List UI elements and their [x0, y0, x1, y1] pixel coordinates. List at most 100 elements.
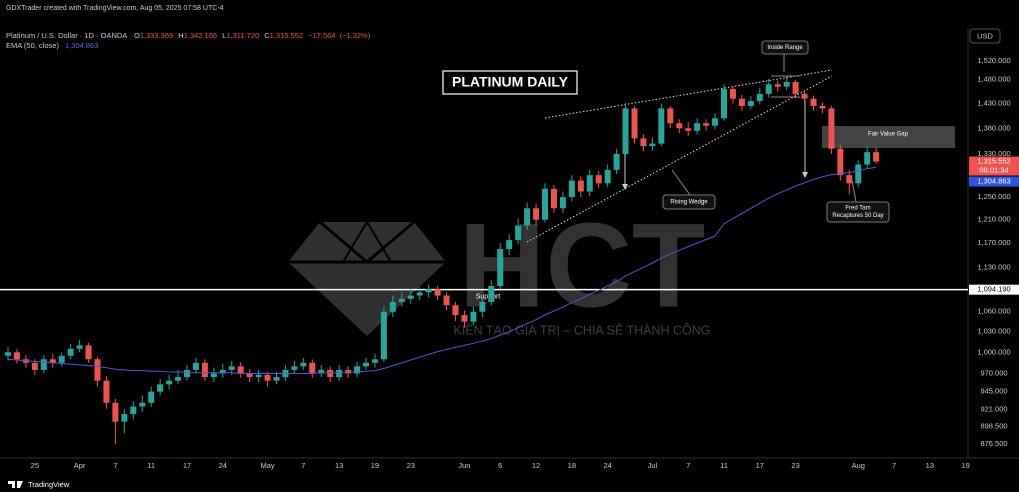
- candle-body: [94, 359, 101, 381]
- candle-body: [112, 402, 119, 422]
- candle-body: [363, 362, 369, 367]
- ema-price: 1,304.863: [977, 177, 1010, 186]
- candle-body: [595, 175, 602, 184]
- candle-body: [864, 152, 871, 165]
- candle-body: [542, 188, 548, 220]
- x-tick-label: 13: [335, 461, 343, 470]
- x-tick-label: 13: [926, 461, 934, 470]
- ohlc-value: 1,315.552: [270, 31, 303, 40]
- candle-body: [148, 391, 155, 403]
- title-box: [442, 70, 578, 95]
- ema-line: [7, 166, 877, 374]
- currency-box[interactable]: [969, 28, 1001, 44]
- x-tick-label: 7: [686, 461, 690, 470]
- candle-body: [273, 377, 280, 381]
- change: −17.564: [308, 31, 335, 40]
- candle-body: [810, 98, 817, 106]
- annotation: Fred Tam: [845, 206, 870, 212]
- candle-body: [175, 377, 182, 381]
- candle-body: [157, 384, 164, 392]
- candle-body: [765, 84, 772, 94]
- candle-body: [550, 188, 557, 209]
- x-tick-label: 6: [498, 461, 502, 470]
- candle-body: [658, 108, 665, 144]
- candle-body: [371, 359, 378, 363]
- credit: GDXTrader created with TradingView.com, …: [6, 5, 224, 12]
- candle-body: [192, 362, 199, 370]
- candle-body: [67, 348, 74, 356]
- candle-body: [103, 380, 110, 403]
- candle-body: [309, 362, 316, 374]
- candle-body: [640, 138, 647, 147]
- candle-body: [434, 289, 441, 296]
- candle-body: [604, 169, 611, 184]
- candle-body: [631, 108, 638, 139]
- candle-body: [577, 180, 584, 192]
- candle-body: [380, 311, 387, 360]
- connector: [851, 179, 857, 203]
- candle-body: [685, 128, 692, 131]
- brand[interactable]: TradingView: [28, 480, 70, 489]
- support-label: 1,094.190: [977, 285, 1010, 294]
- x-tick-label: May: [260, 461, 274, 470]
- arrow-head: [802, 172, 808, 178]
- y-tick-label: 876.500: [980, 439, 1007, 448]
- candle-body: [461, 315, 468, 322]
- candle-body: [237, 366, 244, 374]
- fair-value-gap-zone: [822, 126, 955, 148]
- x-tick-label: 24: [603, 461, 611, 470]
- x-tick-label: 7: [301, 461, 305, 470]
- x-tick-label: 17: [756, 461, 764, 470]
- annotation: Inside Range: [767, 45, 803, 51]
- candle-body: [425, 289, 432, 293]
- candle-body: [801, 93, 808, 99]
- candle-body: [255, 374, 262, 378]
- y-tick-label: 970.000: [980, 368, 1007, 377]
- annotation-box: [662, 194, 716, 210]
- watermark-slogan: KIẾN TẠO GIÁ TRỊ – CHIA SẺ THÀNH CÔNG: [453, 322, 710, 337]
- ohlc-value: 1,333.369: [140, 31, 173, 40]
- y-tick-label: 1,030.000: [977, 327, 1010, 336]
- y-tick-label: 1,170.000: [977, 238, 1010, 247]
- plot: 1,520.000 1,480.000 1,430.000 1,380.000 1,33…: [0, 56, 1019, 470]
- candle-body: [201, 362, 208, 378]
- candle-body: [497, 249, 504, 286]
- x-tick-label: 12: [532, 461, 540, 470]
- wedge-upper: [544, 69, 833, 119]
- candle-body: [228, 366, 235, 370]
- candle-body: [76, 345, 83, 349]
- ohlc-prefix: C: [264, 31, 270, 40]
- x-tick-label: 19: [961, 461, 969, 470]
- candle-body: [694, 123, 701, 131]
- candle-body: [416, 292, 423, 296]
- candle-body: [649, 143, 656, 147]
- watermark: HCT KIẾN TẠO GIÁ TRỊ – CHIA SẺ THÀNH CÔN…: [288, 199, 711, 337]
- candle-body: [210, 373, 217, 378]
- candle-body: [139, 402, 146, 407]
- candle-body: [774, 84, 781, 87]
- ema-legend: EMA (50, close) 1,304.863: [6, 41, 98, 50]
- currency[interactable]: USD: [977, 31, 993, 40]
- candle-body: [828, 108, 835, 149]
- candle-body: [729, 89, 736, 99]
- candle-body: [130, 406, 137, 415]
- candle-body: [747, 101, 754, 106]
- connector: [671, 169, 691, 196]
- ohlc-prefix: H: [178, 31, 183, 40]
- x-tick-label: 23: [791, 461, 799, 470]
- x-tick-label: 11: [720, 461, 728, 470]
- candle-body: [264, 374, 271, 381]
- x-tick-label: Jul: [648, 461, 658, 470]
- y-tick-label: 1,210.000: [977, 215, 1010, 224]
- y-tick-label: 1,480.000: [977, 75, 1010, 84]
- ohlc-value: 1,342.166: [184, 31, 217, 40]
- countdown: 08:01:34: [979, 166, 1008, 175]
- symbol: Platinum / U.S. Dollar · 1D · OANDA: [6, 31, 127, 40]
- candle-body: [443, 295, 450, 306]
- ema-value: 1,304.863: [65, 41, 98, 50]
- x-tick-label: 23: [407, 461, 415, 470]
- candle-body: [389, 301, 396, 312]
- candle-body: [568, 180, 575, 198]
- annotation: Fair Value Gap: [868, 132, 909, 138]
